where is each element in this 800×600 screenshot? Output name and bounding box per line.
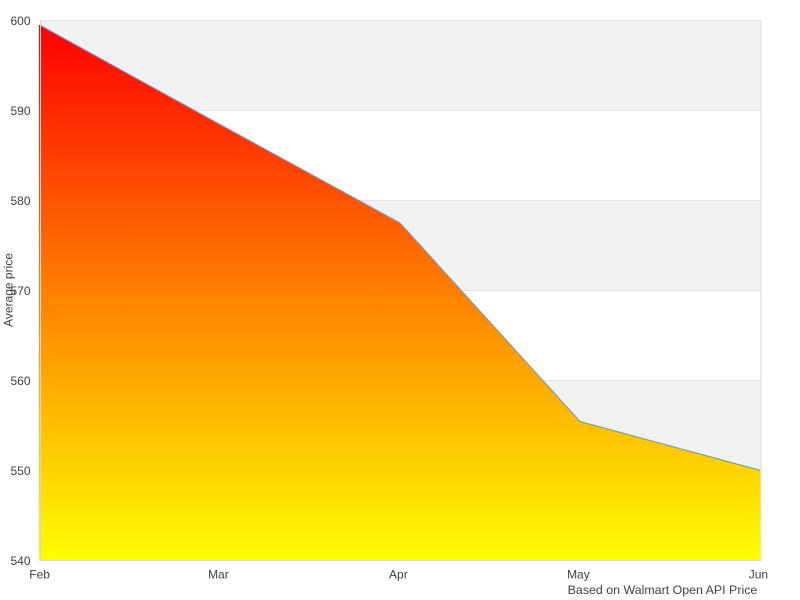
svg-text:580: 580 [10, 194, 30, 208]
svg-text:Apr: Apr [389, 568, 408, 582]
svg-text:590: 590 [10, 104, 30, 118]
svg-text:570: 570 [10, 284, 30, 298]
svg-text:560: 560 [10, 374, 30, 388]
svg-text:Based on Walmart Open API Pric: Based on Walmart Open API Price [568, 583, 758, 597]
svg-text:Mar: Mar [208, 568, 229, 582]
svg-text:550: 550 [10, 464, 30, 478]
svg-text:Jun: Jun [749, 568, 768, 582]
svg-text:Average price: Average price [2, 253, 16, 327]
svg-text:Feb: Feb [29, 568, 50, 582]
svg-text:600: 600 [10, 14, 30, 28]
svg-text:May: May [567, 568, 590, 582]
svg-text:540: 540 [10, 554, 30, 568]
